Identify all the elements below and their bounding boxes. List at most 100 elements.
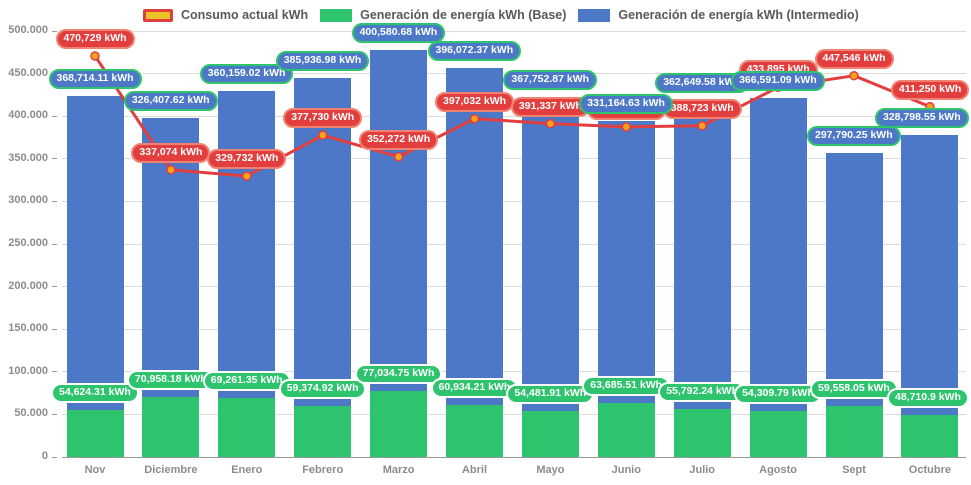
base-label-febrero: 59,374.92 kWh — [278, 379, 367, 400]
bar-intermedio-agosto[interactable] — [749, 98, 807, 411]
bar-base-marzo[interactable] — [370, 391, 428, 457]
consumo-point-febrero[interactable] — [317, 130, 328, 140]
base-label-sept: 59,558.05 kWh — [810, 379, 898, 400]
gridline — [62, 371, 966, 373]
intermedio-label-junio: 331,164.63 kWh — [579, 93, 673, 114]
bar-base-julio[interactable] — [673, 409, 731, 457]
gridline — [62, 243, 966, 245]
bar-intermedio-enero[interactable] — [218, 91, 276, 398]
base-swatch-icon — [320, 8, 353, 22]
bar-intermedio-julio[interactable] — [673, 100, 731, 410]
bar-intermedio-marzo[interactable] — [370, 50, 428, 392]
bar-intermedio-sept[interactable] — [825, 152, 883, 407]
x-tick-label-sept: Sept — [842, 464, 866, 476]
intermedio-label-marzo: 400,580.68 kWh — [351, 23, 446, 44]
base-label-abril: 60,934.21 kWh — [430, 378, 519, 399]
intermedio-label-mayo: 367,752.87 kWh — [503, 70, 598, 91]
gridline — [62, 286, 966, 288]
y-tick-label: 250.000 — [8, 237, 48, 249]
consumo-point-mayo[interactable] — [545, 118, 556, 129]
intermedio-label-agosto: 366,591.09 kWh — [731, 71, 825, 92]
y-tick-mark — [52, 371, 57, 373]
bar-intermedio-mayo[interactable] — [521, 97, 579, 411]
x-tick-label-abril: Abril — [461, 464, 488, 476]
gridline — [62, 200, 966, 202]
consumo-point-nov[interactable] — [90, 51, 100, 61]
bar-intermedio-junio[interactable] — [597, 120, 655, 403]
consumo-point-marzo[interactable] — [393, 152, 404, 162]
consumo-label-sept: 447,546 kWh — [814, 48, 894, 69]
y-tick-label: 350.000 — [8, 151, 48, 164]
x-tick-label-mayo: Mayo — [536, 464, 565, 476]
consumo-point-sept[interactable] — [849, 70, 859, 81]
x-axis-line — [62, 457, 966, 458]
y-tick-mark — [52, 200, 57, 202]
legend-label-intermedio: Generación de energía kWh (Intermedio) — [618, 8, 859, 22]
consumo-label-diciembre: 337,074 kWh — [131, 142, 211, 163]
base-label-marzo: 77,034.75 kWh — [354, 364, 443, 385]
x-tick-label-octubre: Octubre — [908, 464, 951, 476]
bar-base-agosto[interactable] — [749, 410, 807, 457]
x-tick-label-marzo: Marzo — [382, 464, 415, 476]
base-label-diciembre: 70,958.18 kWh — [126, 369, 215, 390]
y-tick-mark — [52, 158, 57, 160]
intermedio-label-diciembre: 326,407.62 kWh — [123, 91, 218, 112]
legend-item-consumo[interactable]: Consumo actual kWh — [143, 8, 308, 22]
bar-base-enero[interactable] — [218, 397, 276, 457]
y-tick-label: 300.000 — [8, 194, 48, 207]
base-label-enero: 69,261.35 kWh — [202, 370, 291, 391]
bar-base-mayo[interactable] — [521, 410, 579, 457]
y-tick-mark — [52, 456, 57, 458]
bar-base-sept[interactable] — [825, 406, 883, 457]
consumo-label-enero: 329,732 kWh — [207, 149, 287, 170]
x-tick-label-enero: Enero — [231, 464, 263, 476]
consumo-label-nov: 470,729 kWh — [55, 28, 135, 49]
y-tick-label: 400.000 — [8, 109, 48, 122]
base-label-mayo: 54,481.91 kWh — [506, 383, 595, 404]
intermedio-label-enero: 360,159.02 kWh — [199, 64, 294, 85]
bar-base-nov[interactable] — [66, 410, 124, 457]
gridline — [62, 158, 966, 160]
consumo-point-diciembre[interactable] — [166, 165, 176, 175]
consumo-point-julio[interactable] — [697, 121, 707, 131]
bar-base-junio[interactable] — [597, 402, 655, 457]
y-tick-mark — [52, 115, 57, 117]
consumo-point-junio[interactable] — [621, 122, 632, 132]
gridline — [62, 413, 966, 415]
consumo-point-abril[interactable] — [469, 113, 480, 124]
x-tick-label-diciembre: Diciembre — [144, 464, 198, 476]
y-tick-label: 150.000 — [8, 322, 48, 335]
chart-legend: Consumo actual kWh Generación de energía… — [143, 8, 859, 22]
intermedio-label-octubre: 328,798.55 kWh — [875, 108, 969, 129]
bar-intermedio-nov[interactable] — [66, 96, 124, 411]
y-tick-label: 500.000 — [8, 24, 48, 36]
bar-base-febrero[interactable] — [294, 406, 352, 457]
bar-intermedio-diciembre[interactable] — [142, 118, 200, 397]
consumo-label-julio: 388,723 kWh — [662, 98, 742, 119]
bar-intermedio-octubre[interactable] — [901, 135, 959, 416]
y-tick-mark — [52, 413, 57, 415]
consumo-label-febrero: 377,730 kWh — [283, 108, 363, 129]
legend-item-base[interactable]: Generación de energía kWh (Base) — [320, 8, 566, 22]
y-tick-mark — [52, 328, 57, 330]
consumo-point-enero[interactable] — [242, 171, 252, 181]
legend-item-intermedio[interactable]: Generación de energía kWh (Intermedio) — [578, 8, 859, 22]
base-label-julio: 55,792.24 kWh — [658, 382, 746, 403]
y-tick-label: 50.000 — [14, 407, 48, 420]
consumo-swatch-icon — [143, 8, 173, 22]
base-label-octubre: 48,710.9 kWh — [887, 388, 969, 409]
bar-intermedio-abril[interactable] — [446, 67, 503, 406]
bar-base-abril[interactable] — [446, 405, 503, 457]
consumo-label-abril: 397,032 kWh — [435, 91, 515, 112]
x-tick-label-julio: Julio — [689, 464, 716, 476]
bar-base-diciembre[interactable] — [142, 396, 200, 457]
y-tick-label: 0 — [41, 450, 48, 462]
intermedio-label-sept: 297,790.25 kWh — [807, 125, 901, 146]
bar-base-octubre[interactable] — [901, 415, 959, 457]
y-tick-label: 100.000 — [8, 364, 48, 377]
y-tick-mark — [52, 30, 57, 32]
intermedio-label-nov: 368,714.11 kWh — [48, 69, 142, 90]
gridline — [62, 30, 966, 32]
